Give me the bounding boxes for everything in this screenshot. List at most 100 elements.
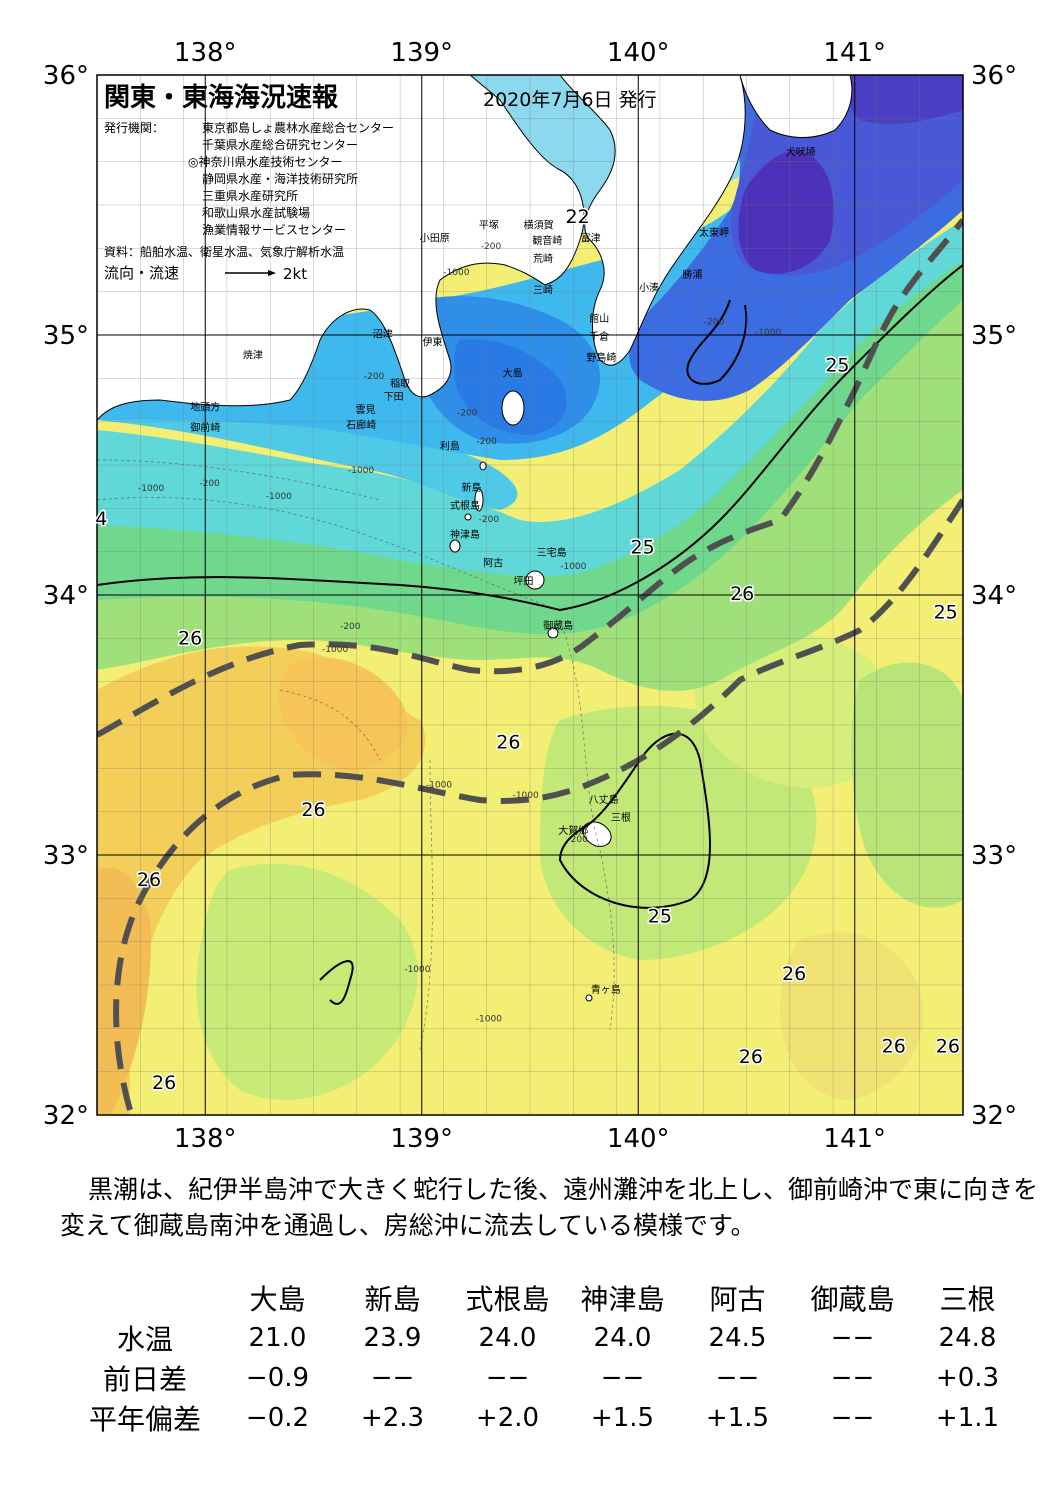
issuer-name: 和歌山県水産試験場: [202, 205, 310, 220]
observation-value: −−: [830, 1363, 875, 1393]
station-name: 阿古: [709, 1283, 766, 1316]
depth-label: -1000: [476, 1014, 502, 1024]
lat-tick-label: 36°: [43, 61, 89, 91]
issuer-name: 漁業情報サービスセンター: [202, 223, 346, 237]
map-frame: [96, 74, 964, 1116]
sea-purple-core: [738, 150, 834, 274]
depth-label: -1000: [560, 562, 586, 572]
lon-tick-label: 138°: [174, 1124, 237, 1154]
place-name: 勝浦: [682, 268, 702, 281]
depth-label: -200: [481, 242, 502, 252]
lon-tick-label: 138°: [174, 38, 237, 68]
observation-value: −−: [600, 1363, 645, 1393]
situation-description: 黒潮は、紀伊半島沖で大きく蛇行した後、遠州灘沖を北上し、御前崎沖で東に向きを変え…: [60, 1175, 1039, 1240]
isotherm-label: 22: [566, 206, 590, 228]
land-honshu-west: [97, 75, 585, 421]
island-kozushima: [449, 539, 461, 553]
isotherm-label: 25: [648, 906, 672, 928]
observation-value: −0.2: [245, 1403, 310, 1433]
lon-tick-label: 141°: [823, 38, 886, 68]
place-name: 横須賀: [524, 218, 554, 231]
lat-tick-label: 32°: [43, 1101, 89, 1131]
header-empty: [70, 1278, 220, 1318]
island-aogashima: [585, 994, 593, 1002]
place-name: 下田: [384, 392, 404, 403]
place-name: 三宅島: [537, 546, 567, 559]
isotherm-label: 26: [782, 963, 806, 985]
observation-value: 21.0: [248, 1323, 307, 1353]
isotherm-label: 26: [137, 869, 161, 891]
depth-label: -200: [479, 515, 500, 525]
depth-label: -1000: [443, 268, 469, 278]
place-name: 利島: [440, 439, 460, 452]
kuroshio-axis-main: [97, 218, 963, 738]
depth-label: -1000: [138, 484, 164, 494]
place-name: 館山: [589, 312, 609, 325]
place-name: 犬吠埼: [786, 146, 816, 159]
sea-warm-southwest: [97, 867, 151, 1115]
depth-label: -200: [476, 437, 497, 447]
observation-value: 24.0: [478, 1323, 537, 1353]
island-miyakejima: [525, 570, 545, 590]
isotherm-label: 26: [730, 583, 754, 605]
sea-green-east: [851, 662, 963, 908]
depth-label: -200: [364, 372, 385, 382]
isotherm-25-south: [558, 732, 711, 909]
island-shikinejima: [464, 513, 472, 521]
place-name: 小湊: [639, 281, 659, 294]
flow-legend-label: 流向・流速: [104, 264, 179, 282]
isotherm-label: 25: [934, 601, 958, 623]
depth-label: -200: [340, 622, 361, 632]
flow-legend-value: 2kt: [283, 265, 307, 283]
place-name: 三根: [611, 811, 631, 824]
place-name: 大島: [503, 367, 523, 380]
observation-row: 前日差 −0.9 −− −− −− −− −− +0.3: [70, 1358, 1025, 1398]
place-name: 野島崎: [586, 351, 616, 364]
depth-label: -1000: [513, 791, 539, 801]
station-name: 大島: [249, 1283, 306, 1316]
island-oshima: [501, 390, 525, 426]
lon-tick-label: 139°: [390, 1124, 453, 1154]
observation-value: 24.0: [593, 1323, 652, 1353]
row-label: 平年偏差: [88, 1403, 201, 1436]
issuer-name: 千葉県水産総合研究センター: [202, 137, 358, 152]
observation-value: −−: [370, 1363, 415, 1393]
issue-date: 2020年7月6日 発行: [483, 89, 657, 111]
issuer-name: 静岡県水産・海洋技術研究所: [202, 171, 358, 186]
place-name: 三崎: [533, 283, 553, 296]
place-name: 観音崎: [532, 234, 562, 247]
sea-warm-patch: [780, 932, 924, 1100]
station-header-row: 大島 新島 式根島 神津島 阿古 御蔵島 三根: [70, 1278, 1025, 1318]
sea-warm-core: [278, 657, 408, 771]
place-name: 新島: [462, 481, 482, 494]
isotherm-label: 4: [95, 508, 107, 530]
sea-temperature-map: 138° 138° 139° 139° 140° 140° 141° 141° 36° 36° 35…: [43, 38, 1017, 1154]
depth-label: -1000: [348, 466, 374, 476]
row-label: 水温: [116, 1323, 173, 1356]
isotherm-label: 26: [178, 627, 202, 649]
place-name: 青ヶ島: [591, 983, 621, 996]
lon-tick-label: 140°: [607, 1124, 670, 1154]
place-name: 千倉: [589, 330, 609, 343]
isotherm-label: 25: [630, 536, 654, 558]
place-name: 大賀郷: [558, 824, 588, 837]
depth-label: -1000: [404, 965, 430, 975]
depth-label: -1000: [426, 780, 452, 790]
map-title: 関東・東海海況速報: [104, 83, 339, 113]
place-name: 地頭方: [190, 400, 220, 413]
flow-legend-arrowhead: [268, 270, 276, 276]
island-niijima: [474, 488, 484, 512]
place-name: 平塚: [479, 219, 499, 231]
issuer-label: 発行機関：: [104, 120, 164, 135]
sea-green-patch: [693, 629, 888, 788]
station-name: 御蔵島: [810, 1283, 895, 1316]
kuroshio-axis-south: [113, 498, 963, 1111]
observation-value: 24.8: [938, 1323, 997, 1353]
island-toshima: [479, 461, 487, 471]
isotherm-26-small: [319, 960, 354, 1005]
place-name: 富津: [581, 231, 601, 244]
observation-row: 平年偏差 −0.2 +2.3 +2.0 +1.5 +1.5 −− +1.1: [70, 1398, 1025, 1438]
place-name: 八丈島: [589, 793, 619, 806]
depth-label: -200: [199, 479, 220, 489]
place-name: 石廊崎: [346, 419, 376, 432]
